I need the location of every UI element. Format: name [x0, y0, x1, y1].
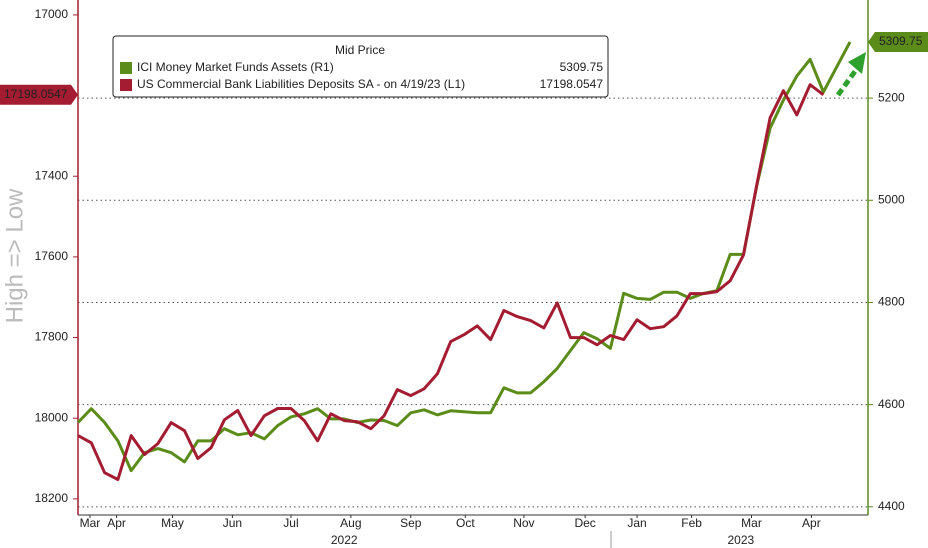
x-tick-label: Mar: [741, 516, 762, 530]
y-tick-label: 17000: [35, 7, 69, 21]
trend-arrow-head: [848, 52, 866, 74]
legend-label: US Commercial Bank Liabilities Deposits …: [137, 77, 465, 91]
y-tick-label: 17400: [35, 168, 69, 182]
y2-tick-label: 4800: [878, 295, 905, 309]
x-tick-label: Mar: [80, 516, 101, 530]
y-tick-label: 17800: [35, 330, 69, 344]
x-tick-label: Apr: [107, 516, 126, 530]
y2-tick-label: 5200: [878, 90, 905, 104]
x-tick-label: Apr: [802, 516, 821, 530]
value-tag-label: 17198.0547: [4, 87, 68, 101]
y2-tick-label: 5000: [878, 192, 905, 206]
y2-tick-label: 4600: [878, 397, 905, 411]
x-tick-label: Sep: [400, 516, 422, 530]
legend-title: Mid Price: [335, 43, 385, 57]
value-tag: [868, 32, 928, 53]
legend-swatch: [120, 62, 132, 74]
legend-label: ICI Money Market Funds Assets (R1): [137, 60, 334, 74]
y-tick-label: 17600: [35, 249, 69, 263]
year-label: 2022: [331, 533, 358, 547]
y2-tick-label: 4400: [878, 499, 905, 513]
legend-swatch: [120, 79, 132, 91]
series-line: [77, 83, 825, 481]
year-label: 2023: [728, 533, 755, 547]
y-tick-label: 18200: [35, 491, 69, 505]
x-tick-label: May: [161, 516, 184, 530]
trend-arrow: [835, 68, 859, 97]
y-tick-label: 18000: [35, 410, 69, 424]
series-line: [76, 41, 852, 473]
x-tick-label: Jan: [627, 516, 646, 530]
x-tick-label: Oct: [456, 516, 475, 530]
value-tag-label: 5309.75: [879, 34, 923, 48]
x-tick-label: Aug: [340, 516, 361, 530]
legend-box: [112, 35, 609, 98]
y-axis-label: High => Low: [1, 188, 28, 323]
x-tick-label: Jul: [283, 516, 298, 530]
x-tick-label: Nov: [513, 516, 534, 530]
x-tick-label: Jun: [223, 516, 242, 530]
legend-value: 17198.0547: [540, 77, 604, 91]
x-tick-label: Dec: [574, 516, 595, 530]
value-tag: [0, 84, 78, 105]
x-tick-label: Feb: [681, 516, 702, 530]
legend-value: 5309.75: [560, 60, 604, 74]
